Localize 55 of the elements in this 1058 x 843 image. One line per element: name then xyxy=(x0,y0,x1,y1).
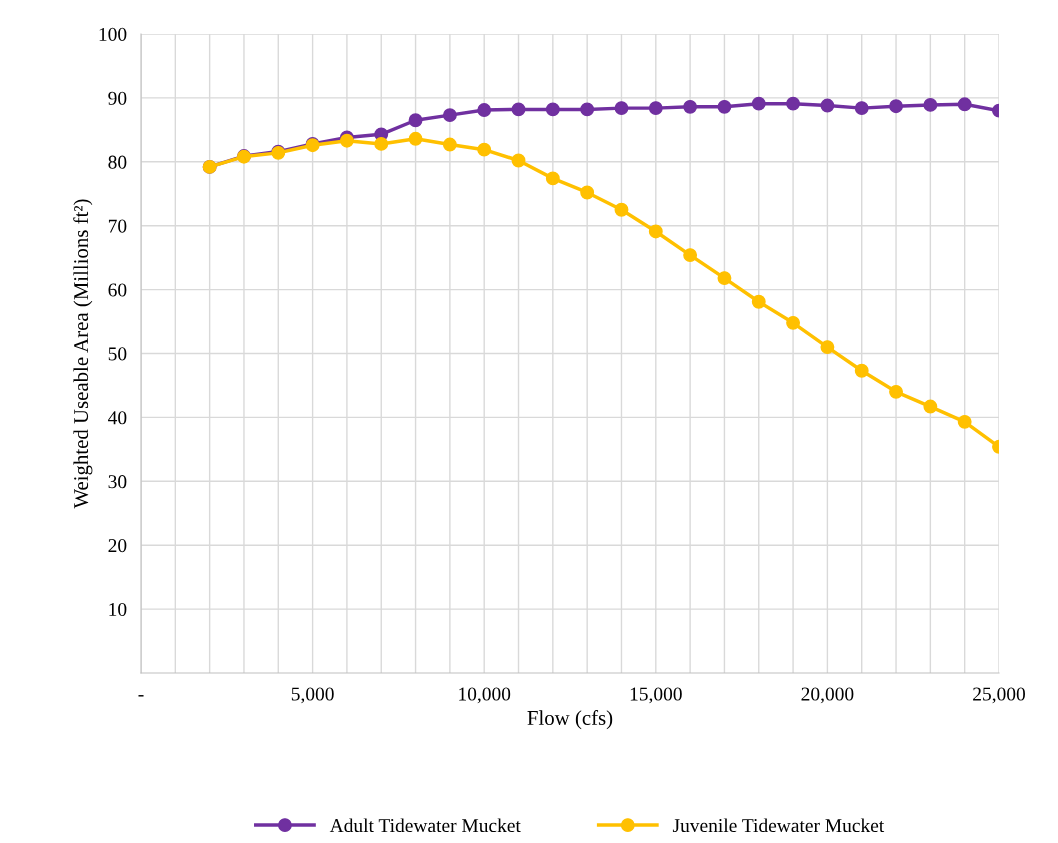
y-tick-label: 80 xyxy=(108,155,127,169)
legend-label: Juvenile Tidewater Mucket xyxy=(672,818,885,833)
point xyxy=(408,131,423,146)
point xyxy=(717,99,732,114)
point xyxy=(545,102,560,117)
point xyxy=(786,315,801,330)
point xyxy=(683,248,698,263)
x-tick-label: 25,000 xyxy=(973,687,1025,704)
y-tick-label: 10 xyxy=(109,602,127,617)
point xyxy=(786,96,801,111)
point xyxy=(442,137,457,152)
point xyxy=(751,294,766,309)
point xyxy=(477,103,492,117)
point xyxy=(648,101,663,116)
point xyxy=(923,97,938,112)
point xyxy=(648,224,663,239)
x-tick-label: - xyxy=(138,695,144,697)
y-tick-label: 20 xyxy=(108,539,127,553)
y-tick-label: 70 xyxy=(108,219,127,233)
point xyxy=(923,399,938,414)
x-tick-label: 10,000 xyxy=(459,687,511,704)
point xyxy=(820,340,835,355)
y-tick-label: 40 xyxy=(108,411,127,425)
point xyxy=(854,363,869,378)
legend-label: Adult Tidewater Mucket xyxy=(329,818,521,833)
point xyxy=(957,97,972,112)
point xyxy=(751,96,766,111)
point xyxy=(889,99,903,114)
point xyxy=(614,101,629,116)
x-tick-label: 15,000 xyxy=(630,687,682,704)
point xyxy=(854,101,869,116)
point xyxy=(408,113,423,128)
y-tick-label: 90 xyxy=(108,91,127,105)
point xyxy=(820,98,835,113)
point xyxy=(580,102,595,117)
y-tick-label: 100 xyxy=(99,27,127,41)
y-tick-label: 60 xyxy=(108,283,127,297)
point xyxy=(580,185,595,200)
x-tick-label: 20,000 xyxy=(801,687,854,704)
point xyxy=(889,384,903,399)
y-tick-label: 30 xyxy=(108,475,127,489)
point xyxy=(614,202,629,217)
y-axis-title: Weighted Useable Area (Millions ft²) xyxy=(73,199,93,509)
point xyxy=(511,102,526,117)
point xyxy=(477,142,492,157)
y-tick-label: 50 xyxy=(108,347,127,361)
point xyxy=(511,153,526,168)
x-tick-label: 5,000 xyxy=(291,687,334,704)
point xyxy=(442,108,457,123)
point xyxy=(374,136,389,151)
point xyxy=(545,171,560,186)
x-axis-title: Flow (cfs) xyxy=(527,710,613,730)
point xyxy=(957,414,972,429)
point xyxy=(683,99,698,114)
point xyxy=(717,271,732,286)
